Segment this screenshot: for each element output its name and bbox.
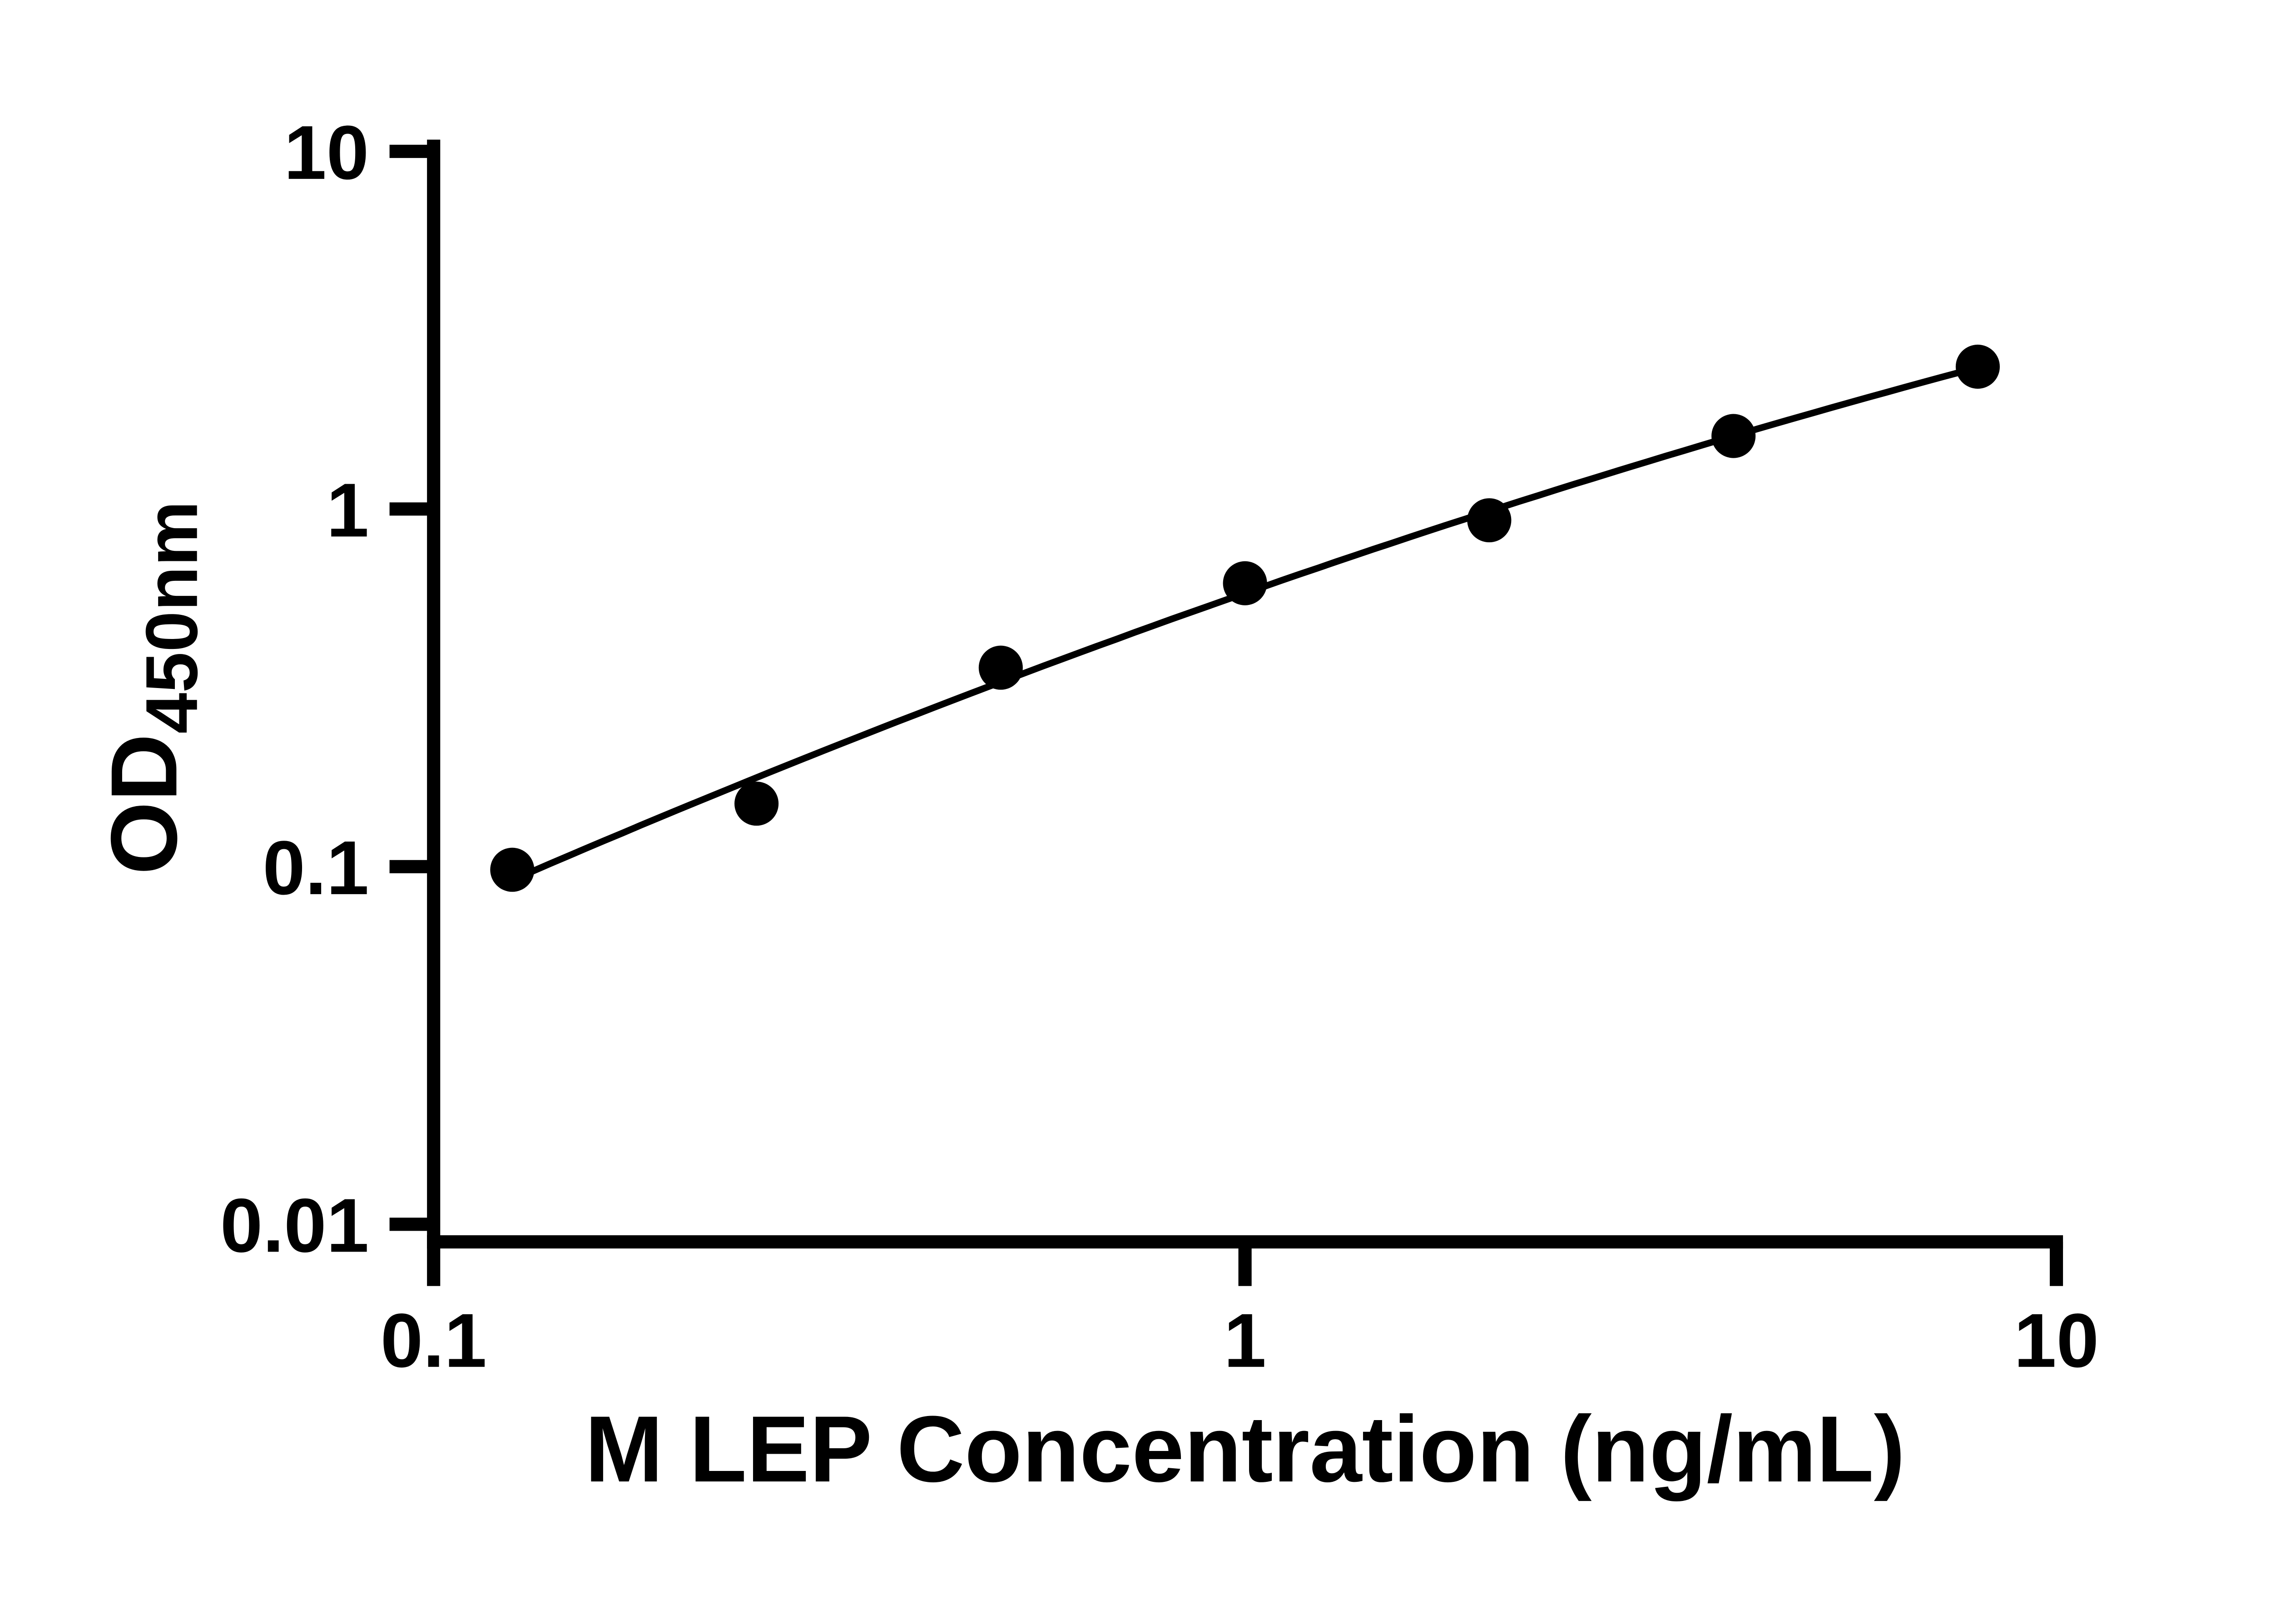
data-point (490, 847, 535, 892)
x-tick-label: 0.1 (381, 1298, 487, 1383)
elisa-standard-curve-figure: 0.01 0.1 1 10 0.1 1 10 M LEP Concentration (ng… (91, 109, 2099, 1502)
y-tick-label: 1 (327, 467, 369, 553)
data-point (978, 645, 1023, 690)
y-axis-title: OD450nm (91, 501, 213, 875)
data-point (1467, 498, 1512, 543)
x-axis-title: M LEP Concentration (ng/mL) (585, 1396, 1905, 1501)
data-point (1711, 414, 1756, 458)
y-axis-title-main: OD (91, 734, 196, 875)
y-axis-title-subscript: 450nm (131, 501, 213, 734)
data-point (1955, 344, 2000, 389)
x-tick-label: 10 (2014, 1298, 2099, 1383)
y-tick-label: 0.1 (263, 825, 369, 911)
fit-curve-layer (509, 364, 1981, 884)
data-point (734, 782, 779, 826)
data-point (1223, 561, 1267, 605)
fit-curve (509, 364, 1981, 884)
y-tick-label: 0.01 (220, 1183, 369, 1268)
y-tick-label: 10 (284, 110, 369, 195)
data-points-layer (490, 344, 2000, 892)
axes-layer (389, 139, 2063, 1286)
x-tick-label: 1 (1224, 1298, 1266, 1383)
